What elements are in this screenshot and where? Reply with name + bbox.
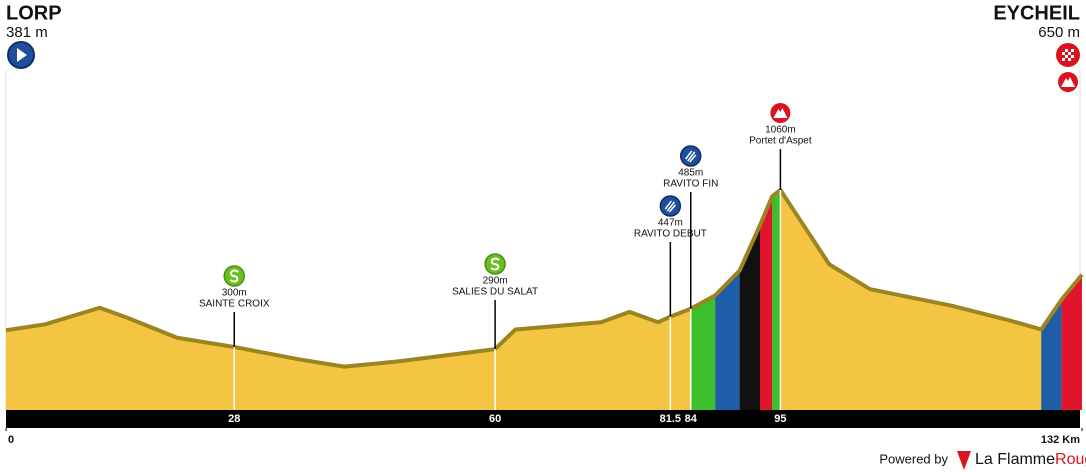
finish-name: EYCHEIL xyxy=(993,2,1080,24)
credit-logo xyxy=(957,451,971,470)
marker-altitude: 300m xyxy=(222,288,247,299)
icon-glyph xyxy=(773,108,788,118)
icon-glyph xyxy=(664,200,676,213)
marker-name: RAVITO DEBUT xyxy=(634,229,707,240)
climb-segment xyxy=(1041,299,1062,410)
sprint-icon xyxy=(223,265,245,287)
marker-altitude: 290m xyxy=(483,276,508,287)
feed-icon xyxy=(679,145,702,167)
climb-segment xyxy=(1061,274,1082,410)
km-label: 95 xyxy=(774,413,786,425)
marker-name: Portet d'Aspet xyxy=(749,136,812,147)
credit-brand-main: La Flamme xyxy=(975,451,1055,468)
x-tick-label: 132 Km xyxy=(1041,434,1080,446)
marker-name: SAINTE CROIX xyxy=(199,299,270,310)
profile xyxy=(5,188,1084,410)
credit-brand-accent: Rouge xyxy=(1055,451,1086,468)
marker-name: SALIES DU SALAT xyxy=(452,287,538,298)
icon-glyph xyxy=(685,150,697,163)
marker-name: RAVITO FIN xyxy=(663,179,718,190)
start-altitude: 381 m xyxy=(6,24,48,41)
sprint-icon xyxy=(484,253,506,275)
climb-segment xyxy=(772,190,781,410)
km-label: 81.5 xyxy=(660,413,681,425)
finish-icon xyxy=(1056,43,1080,67)
summit-icon xyxy=(770,103,791,123)
climb-segment xyxy=(760,196,773,410)
km-label: 28 xyxy=(228,413,240,425)
finish-summit-icon xyxy=(1058,72,1078,92)
feed-icon xyxy=(659,195,682,217)
marker-altitude: 485m xyxy=(678,168,703,179)
climb-segment xyxy=(715,270,740,410)
start-name: LORP xyxy=(6,2,62,24)
km-label: 60 xyxy=(489,413,501,425)
icon-glyph xyxy=(490,257,500,271)
credit: Powered by La FlammeRouge xyxy=(879,451,1086,470)
x-tick-label: 0 xyxy=(8,434,14,446)
finish-altitude: 650 m xyxy=(1038,24,1080,41)
credit-text: Powered by xyxy=(879,451,948,466)
icon-glyph xyxy=(229,269,239,283)
marker-altitude: 447m xyxy=(658,218,683,229)
credit-brand: La FlammeRouge xyxy=(975,451,1086,468)
km-band xyxy=(6,410,1080,428)
climb-segment xyxy=(739,225,761,410)
km-label: 84 xyxy=(685,413,698,425)
climb-segment xyxy=(690,295,716,410)
marker-altitude: 1060m xyxy=(765,125,796,136)
start-icon xyxy=(7,41,35,69)
